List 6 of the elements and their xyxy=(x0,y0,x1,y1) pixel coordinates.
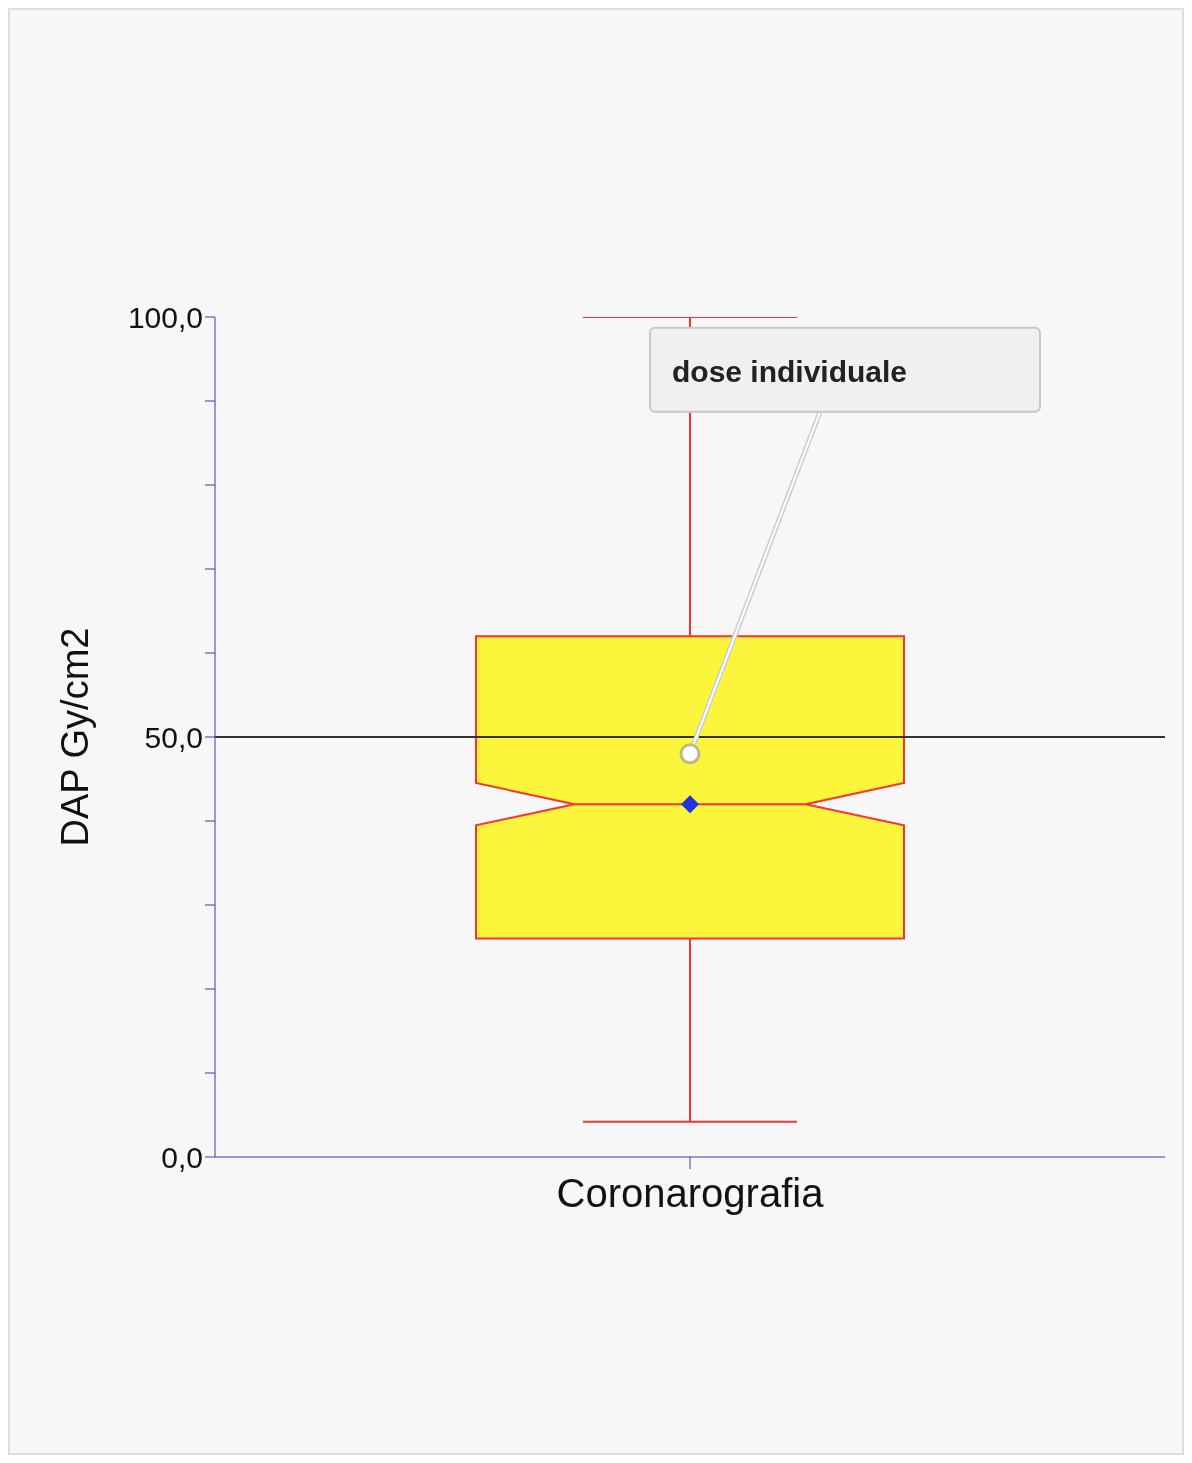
x-tick-label: Coronarografia xyxy=(556,1171,825,1216)
y-tick-label: 100,0 xyxy=(127,300,203,334)
annotation: dose individuale xyxy=(672,354,908,388)
y-axis-title: DAP Gy/cm2 xyxy=(54,627,97,847)
y-tick-label: 50,0 xyxy=(144,720,203,754)
y-tick-label: 0,0 xyxy=(161,1140,203,1174)
